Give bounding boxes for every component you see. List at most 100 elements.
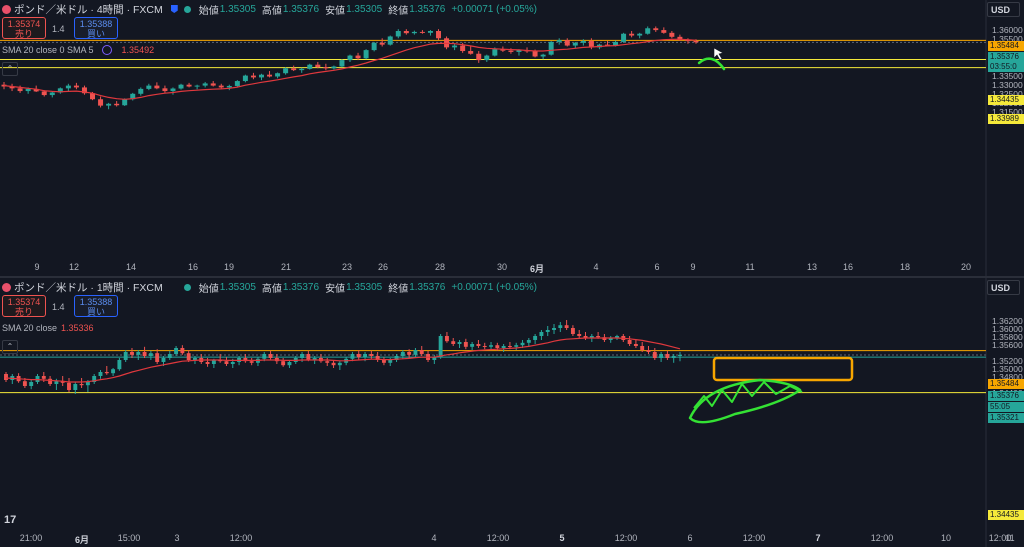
candle-body: [41, 376, 46, 379]
candle-body: [407, 352, 412, 355]
time-tick-label: 12: [68, 262, 80, 272]
candle-body: [325, 361, 330, 363]
candle-body: [315, 64, 321, 68]
ohlc-label: 終値: [388, 283, 409, 295]
candle-body: [394, 356, 399, 360]
time-tick-label: 15:00: [117, 533, 141, 543]
price-tag: 1.34435: [988, 510, 1024, 520]
candle-body: [170, 88, 176, 92]
candle-body: [350, 354, 355, 359]
candle-body: [283, 68, 289, 74]
candle-body: [482, 346, 487, 347]
candle-body: [419, 31, 425, 33]
indicator-legend[interactable]: SMA 20 close 0 SMA 5 1.35492: [2, 45, 154, 55]
top-chart-canvas[interactable]: [0, 0, 1024, 276]
sell-label: 売り: [14, 307, 33, 317]
price-tick-label: 1.35800: [992, 332, 1023, 342]
time-tick-label: 12:00: [486, 533, 510, 543]
time-tick-label: 3: [174, 533, 180, 543]
time-tick-label: 6月: [529, 264, 545, 274]
pane-divider[interactable]: [0, 276, 1024, 278]
bottom-chart-pane[interactable]: ポンド／米ドル · 1時間 · FXCM 始値 1.35305 高値 1.35376…: [0, 278, 1024, 547]
ohlc-label: 高値: [261, 283, 282, 295]
candle-body: [661, 30, 667, 33]
spread-value: 1.4: [52, 302, 65, 312]
candle-body: [106, 103, 112, 106]
candle-body: [451, 341, 456, 344]
currency-label: USD: [991, 283, 1011, 293]
candle-body: [463, 342, 468, 347]
candle-body: [29, 382, 34, 386]
time-tick-label: 13: [806, 262, 818, 272]
candle-body: [22, 381, 27, 386]
candle-body: [627, 340, 632, 344]
bottom-chart-canvas[interactable]: [0, 278, 1024, 547]
candle-body: [470, 344, 475, 347]
candle-body: [281, 361, 286, 366]
tradingview-logo-icon[interactable]: 17: [4, 514, 17, 526]
candle-body: [520, 342, 525, 346]
time-tick-label: 6月: [74, 535, 90, 545]
candle-body: [678, 354, 682, 356]
currency-select[interactable]: USD: [987, 280, 1020, 295]
time-tick-label: 19: [223, 262, 235, 272]
candle-body: [323, 67, 329, 69]
candle-body: [224, 361, 229, 364]
candle-body: [388, 360, 393, 363]
sell-button[interactable]: 1.35374 売り: [2, 17, 46, 39]
candle-body: [556, 40, 562, 42]
time-tick-label: 16: [187, 262, 199, 272]
buy-button[interactable]: 1.35388 買い: [74, 295, 118, 317]
candle-body: [249, 361, 254, 363]
candle-body: [665, 354, 670, 358]
currency-select[interactable]: USD: [987, 2, 1020, 17]
candle-body: [243, 358, 248, 362]
candle-body: [230, 362, 235, 364]
top-symbol-title[interactable]: ポンド／米ドル · 4時間 · FXCM: [14, 3, 163, 16]
candle-body: [652, 352, 657, 358]
time-tick-label: 5: [559, 533, 565, 543]
candle-body: [457, 342, 462, 344]
buy-button[interactable]: 1.35388 買い: [74, 17, 118, 39]
candle-body: [347, 55, 353, 61]
price-tag: 1.35484: [988, 41, 1024, 51]
time-tick-label: 26: [377, 262, 389, 272]
indicator-name: SMA 20 close: [2, 323, 58, 333]
market-status-icon: [183, 5, 191, 13]
candle-body: [142, 352, 147, 356]
price-tick-label: 1.32500: [992, 88, 1023, 99]
candle-body: [291, 68, 297, 71]
time-tick-label: 9: [34, 262, 40, 272]
collapse-legend-icon[interactable]: ⌃: [2, 340, 18, 354]
indicator-settings-icon[interactable]: [101, 45, 112, 55]
candle-body: [130, 352, 134, 355]
bottom-symbol-title[interactable]: ポンド／米ドル · 1時間 · FXCM: [14, 281, 163, 294]
candle-body: [395, 31, 401, 37]
candle-body: [174, 348, 179, 354]
top-chart-pane[interactable]: ポンド／米ドル · 4時間 · FXCM 始値 1.35305 高値 1.35376…: [0, 0, 1024, 276]
bookmark-flag-icon[interactable]: [170, 5, 178, 13]
indicator-value: 1.35336: [61, 323, 94, 333]
time-tick-label: 4: [593, 262, 599, 272]
price-tick-label: 1.36000: [992, 324, 1023, 334]
sell-button[interactable]: 1.35374 売り: [2, 295, 46, 317]
price-tick-label: 1.36000: [992, 25, 1023, 35]
candle-body: [202, 83, 208, 86]
candle-body: [375, 356, 380, 360]
ohlc-value: 1.35305: [219, 3, 256, 15]
indicator-legend[interactable]: SMA 20 close 1.35336: [2, 323, 94, 333]
candle-body: [438, 336, 443, 358]
candle-body: [413, 350, 418, 355]
candle-body: [669, 32, 675, 37]
candle-body: [596, 336, 601, 338]
candle-body: [621, 33, 627, 42]
candle-body: [267, 74, 273, 77]
candle-body: [602, 337, 607, 340]
candle-body: [275, 73, 281, 77]
candle-body: [633, 344, 638, 346]
candle-body: [580, 41, 586, 43]
time-tick-label: 11: [1005, 533, 1015, 543]
candle-body: [25, 88, 31, 92]
collapse-legend-icon[interactable]: ⌃: [2, 62, 18, 76]
market-status-icon: [183, 283, 191, 291]
